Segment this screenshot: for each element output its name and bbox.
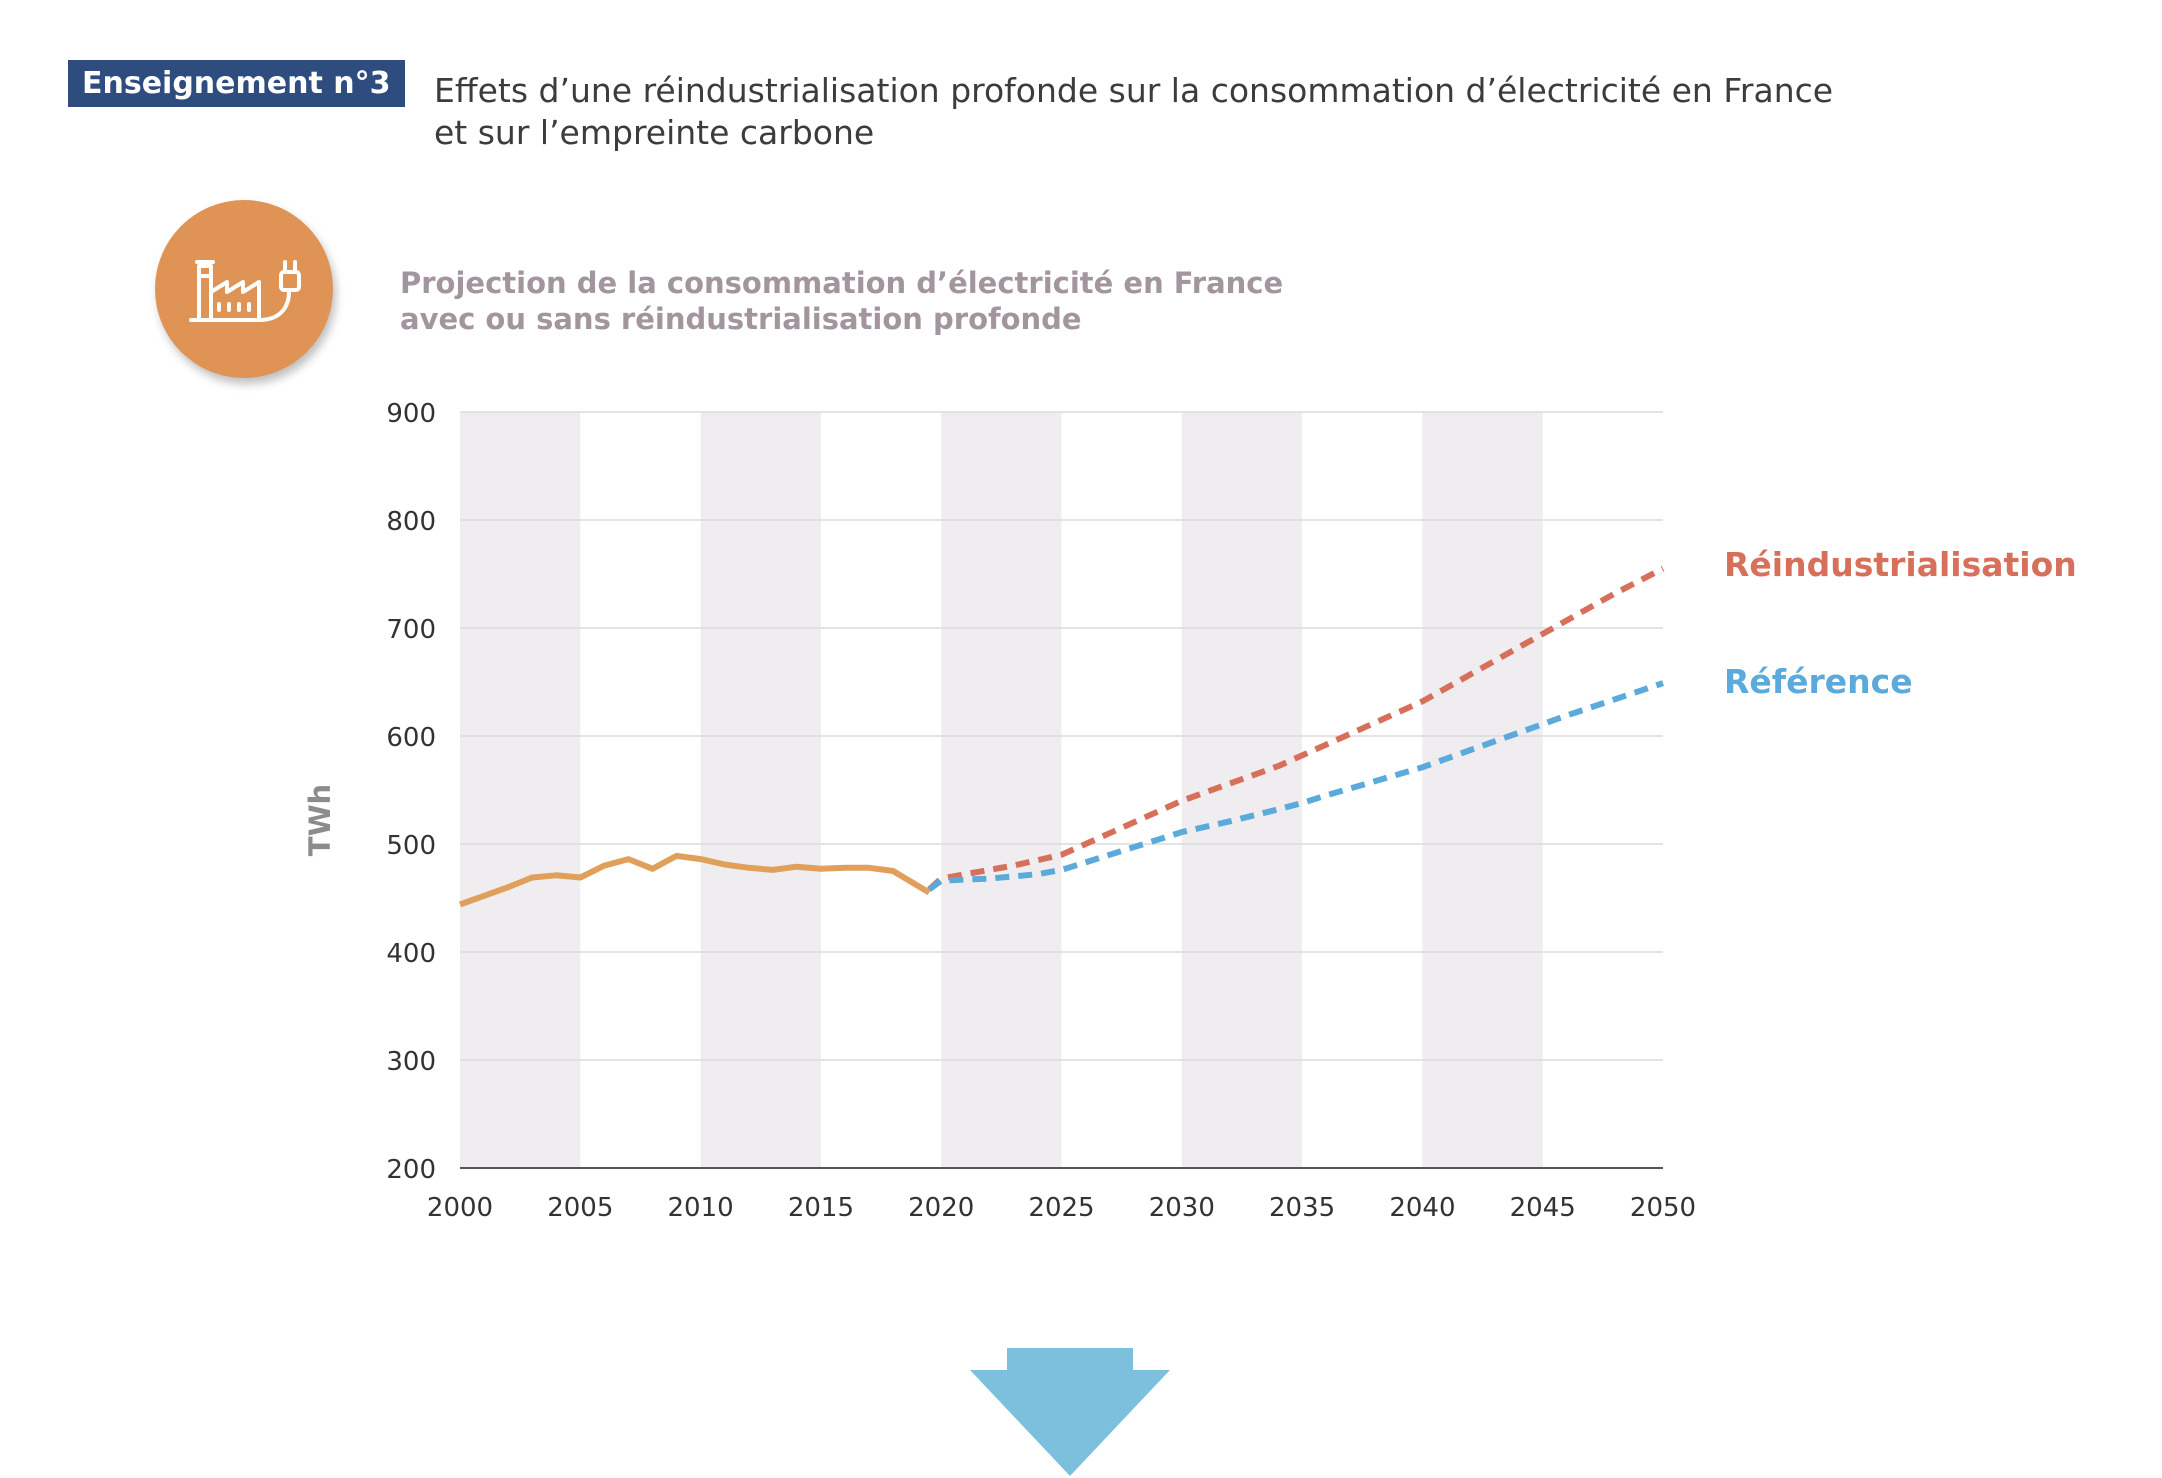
- shaded-band-4: [1181, 412, 1303, 1168]
- series-lines: [458, 565, 1665, 908]
- electricity-consumption-chart: 200 300 400 500 600 700 800 900 2000 2005 2010 201…: [303, 399, 1696, 1223]
- chart-title-line-1: Projection de la consommation d’électric…: [400, 266, 1284, 300]
- shaded-band-1: [460, 412, 581, 1168]
- y-axis-ticks: 200 300 400 500 600 700 800 900: [386, 399, 436, 1185]
- y-tick-label-700: 700: [386, 615, 436, 645]
- x-tick-label-2010: 2010: [668, 1193, 734, 1223]
- y-tick-label-900: 900: [386, 399, 436, 429]
- series-line-reindus: [927, 565, 1665, 892]
- shaded-band-2: [700, 412, 821, 1168]
- chart-title: Projection de la consommation d’électric…: [400, 265, 1600, 337]
- legend-reindustrialisation: Réindustrialisation: [1724, 545, 2077, 584]
- page-title-line-1: Effets d’une réindustrialisation profond…: [434, 71, 1834, 110]
- x-tick-label-2015: 2015: [788, 1193, 854, 1223]
- factory-plug-icon: [155, 200, 333, 378]
- x-tick-label-2000: 2000: [427, 1193, 493, 1223]
- y-tick-label-800: 800: [386, 507, 436, 537]
- shaded-bands: [460, 412, 1543, 1168]
- x-tick-label-2050: 2050: [1630, 1193, 1696, 1223]
- y-tick-label-300: 300: [386, 1047, 436, 1077]
- x-axis-ticks: 2000 2005 2010 2015 2020 2025 2030 2035 2040 2045…: [427, 1193, 1696, 1223]
- gridlines: [460, 411, 1663, 1169]
- lesson-badge: Enseignement n°3: [68, 60, 405, 107]
- y-tick-label-600: 600: [386, 723, 436, 753]
- page-title: Effets d’une réindustrialisation profond…: [434, 70, 2034, 154]
- series-line-reference: [927, 680, 1664, 892]
- y-tick-label-200: 200: [386, 1155, 436, 1185]
- chart-title-line-2: avec ou sans réindustrialisation profond…: [400, 302, 1082, 336]
- x-tick-label-2040: 2040: [1389, 1193, 1455, 1223]
- x-tick-label-2030: 2030: [1149, 1193, 1215, 1223]
- x-tick-label-2005: 2005: [547, 1193, 613, 1223]
- x-tick-label-2045: 2045: [1510, 1193, 1576, 1223]
- y-tick-label-400: 400: [386, 939, 436, 969]
- down-arrow-icon: [970, 1348, 1170, 1476]
- y-axis-label: TWh: [303, 784, 337, 856]
- page-title-line-2: et sur l’empreinte carbone: [434, 113, 875, 152]
- x-tick-label-2020: 2020: [908, 1193, 974, 1223]
- series-line-historical: [458, 852, 931, 908]
- shaded-band-5: [1422, 412, 1543, 1168]
- shaded-band-3: [941, 412, 1062, 1168]
- legend-reference: Référence: [1724, 662, 1913, 701]
- x-tick-label-2035: 2035: [1269, 1193, 1335, 1223]
- x-tick-label-2025: 2025: [1028, 1193, 1094, 1223]
- y-tick-label-500: 500: [386, 831, 436, 861]
